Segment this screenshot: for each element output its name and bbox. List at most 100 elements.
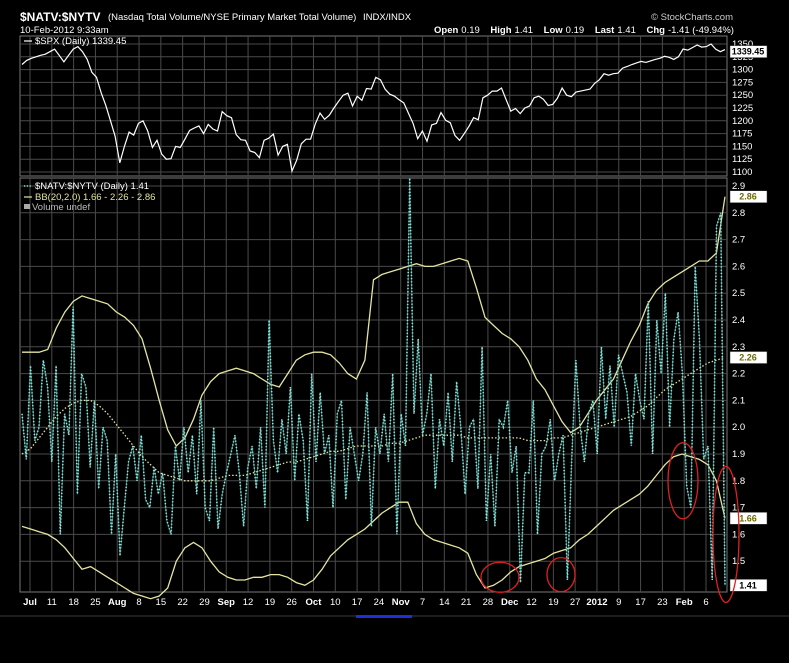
ratio-y-tick: 2.5 xyxy=(732,288,745,299)
bb-upper-line xyxy=(22,196,726,448)
spx-line xyxy=(21,43,726,174)
ratio-legend: $NATV:$NYTV (Daily) 1.41 BB(20,2.0) 1.66… xyxy=(24,181,155,213)
x-tick-label: 23 xyxy=(657,597,668,608)
ratio-last-box: 1.41 xyxy=(729,579,768,592)
annotation-ellipse xyxy=(712,465,740,604)
ratio-last-box-bg xyxy=(729,579,768,592)
x-tick-label: 19 xyxy=(548,597,559,608)
open-value: 0.19 xyxy=(461,25,480,36)
x-tick-label: 7 xyxy=(420,597,425,608)
spx-y-tick: 1125 xyxy=(732,154,752,165)
spx-y-tick: 1150 xyxy=(732,141,752,152)
chart-exchange: INDX/INDX xyxy=(363,12,412,23)
bollinger-bands xyxy=(21,196,726,600)
x-tick-label: 18 xyxy=(68,597,79,608)
bb-middle-box: 2.26 xyxy=(729,351,768,364)
spx-y-tick: 1250 xyxy=(732,90,753,101)
bb-middle-line xyxy=(21,356,726,482)
spx-legend-text: $SPX (Daily) 1339.45 xyxy=(35,36,126,47)
blue-scroll-marker[interactable] xyxy=(356,615,412,618)
ratio-line xyxy=(21,177,726,586)
ratio-y-tick: 2.8 xyxy=(732,208,745,219)
low-value: 0.19 xyxy=(566,25,585,36)
bb-middle-box-bg xyxy=(729,351,768,364)
annotation-ellipse xyxy=(546,556,576,593)
spx-y-tick: 1350 xyxy=(732,39,753,50)
x-tick-label: 14 xyxy=(439,597,450,608)
x-tick-label: 17 xyxy=(352,597,363,608)
ratio-y-tick: 2.0 xyxy=(732,422,745,433)
bb-upper-box: 2.86 xyxy=(729,190,768,203)
spx-y-tick: 1200 xyxy=(732,116,753,127)
chg-value: -1.41 (-49.94%) xyxy=(668,25,734,36)
spx-y-tick: 1100 xyxy=(732,167,752,178)
bb-middle-box-text: 2.26 xyxy=(739,353,757,363)
spx-y-tick: 1275 xyxy=(732,77,753,88)
last-value: 1.41 xyxy=(617,25,636,36)
ratio-y-tick: 2.9 xyxy=(732,181,745,192)
x-tick-label: Dec xyxy=(501,597,518,608)
spx-last-box: 1339.45 xyxy=(729,45,768,58)
ratio-last-box-text: 1.41 xyxy=(739,580,757,590)
spx-y-tick: 1300 xyxy=(732,65,753,76)
ratio-y-tick: 1.9 xyxy=(732,449,745,460)
chart-symbol: $NATV:$NYTV xyxy=(20,10,100,24)
bb-lower-box: 1.66 xyxy=(729,512,768,525)
volume-legend-swatch xyxy=(24,204,30,209)
spx-last-box-bg xyxy=(729,45,768,58)
chart-description: (Nasdaq Total Volume/NYSE Primary Market… xyxy=(108,12,356,23)
annotation-circles xyxy=(480,442,740,604)
last-label: Last xyxy=(595,25,615,36)
spx-last-box-text: 1339.45 xyxy=(732,47,765,57)
volume-legend-text: Volume undef xyxy=(32,202,90,213)
x-tick-label: 12 xyxy=(526,597,537,608)
x-tick-label: 29 xyxy=(199,597,210,608)
ratio-y-tick: 1.5 xyxy=(732,556,745,567)
x-tick-label: 21 xyxy=(461,597,472,608)
x-tick-label: 22 xyxy=(177,597,188,608)
bb-lower-line xyxy=(21,453,726,600)
ratio-y-tick: 1.8 xyxy=(732,476,745,487)
x-tick-label: 28 xyxy=(483,597,494,608)
x-tick-label: 12 xyxy=(243,597,254,608)
x-axis-labels: Jul 11 18 25 Aug 8 15 22 29 Sep 12 19 26 Oct 10 17 24 Nov… xyxy=(23,597,709,608)
high-value: 1.41 xyxy=(515,25,534,36)
x-tick-label: 8 xyxy=(136,597,141,608)
x-tick-label: 10 xyxy=(330,597,341,608)
low-label: Low xyxy=(544,25,564,36)
x-tick-label: 17 xyxy=(635,597,646,608)
spx-y-tick: 1175 xyxy=(732,129,752,140)
ohlc-readout: Open 0.19 High 1.41 Low 0.19 Last 1.41 Chg -1… xyxy=(434,25,734,36)
x-tick-label: Feb xyxy=(676,597,693,608)
chg-label: Chg xyxy=(647,25,666,36)
high-label: High xyxy=(490,25,511,36)
bb-lower-box-text: 1.66 xyxy=(739,513,757,523)
ratio-series xyxy=(21,177,726,586)
ratio-panel-frame xyxy=(19,177,728,593)
x-tick-label: 9 xyxy=(616,597,621,608)
ratio-y-tick: 2.1 xyxy=(732,395,745,406)
bb-upper-box-bg xyxy=(729,190,768,203)
bb-upper-box-text: 2.86 xyxy=(739,192,757,202)
spx-legend: $SPX (Daily) 1339.45 xyxy=(24,36,126,47)
ratio-y-tick: 2.6 xyxy=(732,261,745,272)
x-tick-label: 27 xyxy=(570,597,581,608)
x-tick-label: 11 xyxy=(47,597,57,608)
spx-y-tick: 1225 xyxy=(732,103,753,114)
open-label: Open xyxy=(434,25,458,36)
x-tick-label: 26 xyxy=(286,597,297,608)
ratio-y-tick: 2.4 xyxy=(732,315,745,326)
x-tick-label: Oct xyxy=(306,597,323,608)
chart-timestamp: 10-Feb-2012 9:33am xyxy=(20,25,109,36)
x-tick-label: Jul xyxy=(23,597,37,608)
spx-panel-frame xyxy=(19,35,728,177)
x-tick-label: 6 xyxy=(703,597,708,608)
ratio-y-tick: 2.3 xyxy=(732,342,745,353)
brand-logo: © StockCharts.com xyxy=(651,12,733,23)
x-tick-label: Nov xyxy=(392,597,411,608)
spx-series xyxy=(21,43,726,174)
x-tick-label: Aug xyxy=(108,597,127,608)
